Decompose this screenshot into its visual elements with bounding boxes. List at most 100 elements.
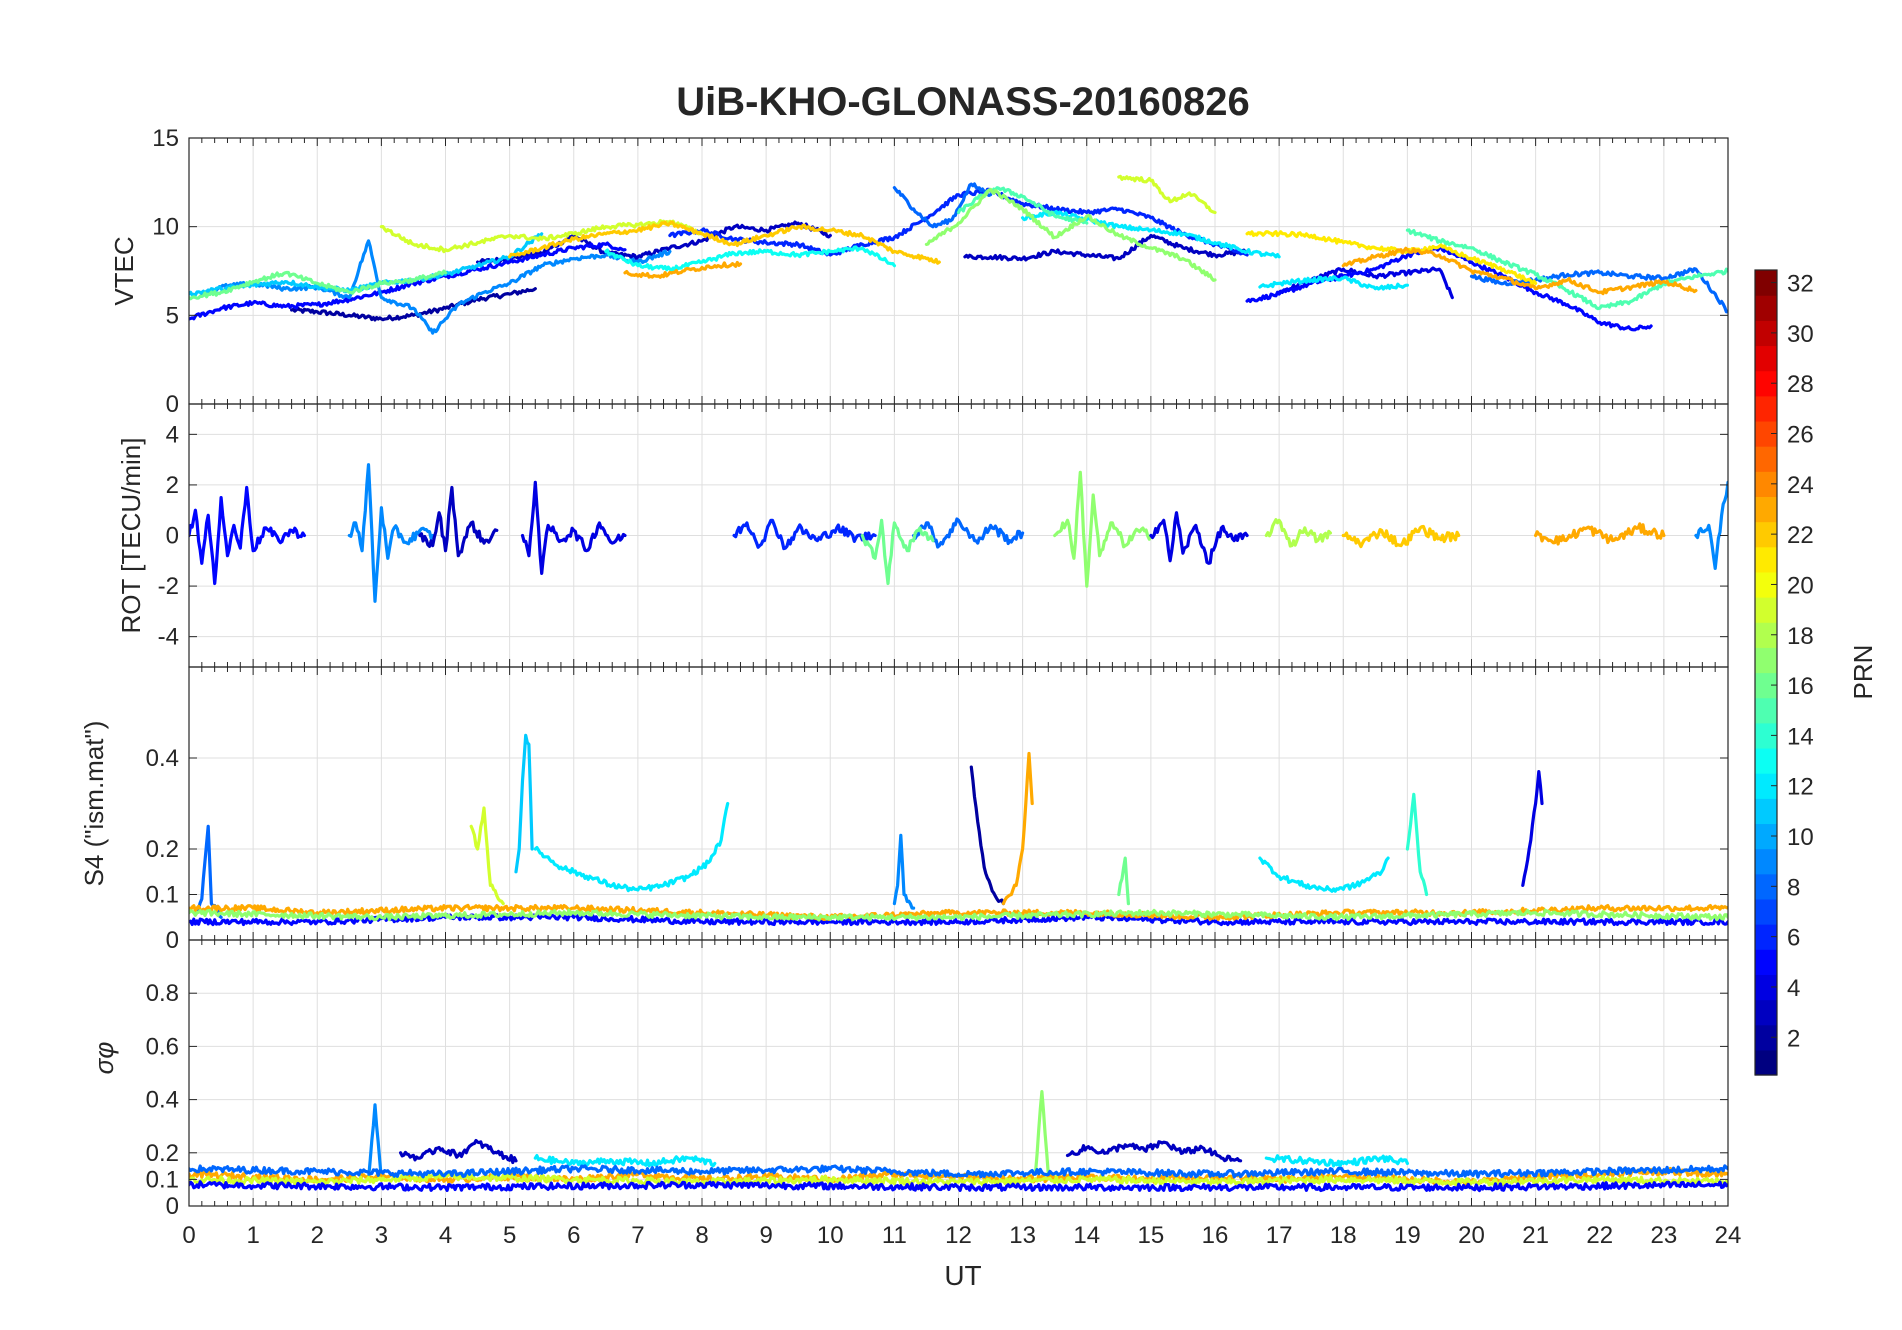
colorbar-segment [1755, 597, 1777, 623]
colorbar-segment [1755, 848, 1777, 875]
x-tick-label: 19 [1394, 1222, 1421, 1249]
x-axis-label: UT [944, 1260, 981, 1291]
series-line-prn-21 [1245, 230, 1538, 286]
y-axis-label: ROT [TECU/min] [116, 438, 146, 634]
series-line-prn-15 [956, 186, 1089, 225]
y-tick-label: 0.1 [146, 1166, 179, 1193]
colorbar-segment [1755, 924, 1777, 950]
series-line-prn-12 [533, 801, 730, 893]
colorbar-tick-label: 4 [1787, 975, 1800, 1002]
series-line-prn-3 [476, 220, 832, 266]
series-line-prn-17 [1053, 470, 1153, 588]
x-tick-label: 3 [375, 1222, 388, 1249]
y-tick-label: 0 [166, 1193, 179, 1220]
x-tick-label: 8 [695, 1222, 708, 1249]
panel-sigma_phi: 00.10.2 0.4 0.6 0.8 σφ [89, 939, 1729, 1220]
series-line-prn-22 [1341, 524, 1461, 549]
series-line-prn-9 [1694, 480, 1728, 570]
series-line-prn-3 [418, 485, 499, 558]
colorbar-segment [1755, 345, 1777, 372]
colorbar-segment [1755, 747, 1777, 774]
y-tick-label: 0 [166, 523, 179, 550]
colorbar-segment [1755, 471, 1777, 498]
series-line-prn-19 [1117, 174, 1217, 215]
series-line-prn-12 [1258, 856, 1390, 893]
colorbar-segment [1755, 873, 1777, 900]
colorbar-segment [1755, 496, 1777, 523]
series-line-prn-17 [189, 908, 1728, 922]
colorbar-tick-label: 20 [1787, 572, 1814, 599]
colorbar-segment [1755, 823, 1777, 850]
colorbar-tick-label: 24 [1787, 472, 1814, 499]
series-line-prn-19 [189, 1172, 1728, 1187]
panel-vtec: 0 5 10 15 VTEC [109, 125, 1729, 418]
colorbar-segment [1755, 898, 1777, 925]
colorbar-tick-label: 28 [1787, 371, 1814, 398]
series-line-prn-23 [623, 260, 743, 279]
series-line-prn-6 [668, 187, 1249, 257]
colorbar-tick-label: 12 [1787, 774, 1814, 801]
series-line-prn-16 [860, 518, 935, 586]
x-tick-label: 5 [503, 1222, 516, 1249]
y-tick-label: 4 [166, 421, 179, 448]
series-line-prn-8 [912, 517, 1025, 549]
x-tick-labels: 0 1 2 3 4 5 6 7 8 9 10 11 12 13 14 15 16 17 18 19 20 21 22 23 24 [182, 1222, 1741, 1249]
series-line-prn-18 [1264, 518, 1332, 548]
x-tick-label: 10 [817, 1222, 844, 1249]
colorbar-segment [1755, 722, 1777, 749]
colorbar-tick-label: 2 [1787, 1025, 1800, 1052]
series-line-prn-16 [1117, 856, 1130, 906]
series-line-prn-15 [1405, 228, 1728, 311]
colorbar-segment [1755, 1024, 1777, 1051]
series-line-prn-5 [189, 485, 306, 586]
colorbar-segment [1755, 773, 1777, 799]
colorbar-tick-label: 16 [1787, 673, 1814, 700]
y-tick-label: 0.4 [146, 1087, 179, 1114]
x-tick-label: 14 [1073, 1222, 1100, 1249]
series-line-prn-5 [189, 241, 627, 321]
y-tick-label: 0 [166, 927, 179, 954]
series-line-prn-11 [514, 733, 534, 874]
series-line-prn-4 [1521, 770, 1544, 887]
series-line-prn-19 [469, 806, 505, 906]
colorbar-segment [1755, 546, 1777, 573]
x-tick-label: 17 [1266, 1222, 1293, 1249]
y-tick-label: 15 [152, 125, 179, 152]
series-line-prn-9 [200, 239, 672, 335]
series-line-prn-8 [892, 182, 993, 229]
series-line-prn-3 [399, 1138, 518, 1165]
panel-s4: 0 0.1 0.2 0.4 S4 ("ism.mat") [79, 666, 1729, 954]
series-line-prn-9 [347, 463, 435, 603]
colorbar-segment [1755, 420, 1777, 447]
series-line-prn-22 [508, 220, 941, 265]
series-line-prn-2 [290, 287, 537, 322]
colorbar-segment [1755, 672, 1777, 699]
colorbar-segment [1755, 647, 1777, 674]
colorbar-tick-label: 14 [1787, 723, 1814, 750]
colorbar-segment [1755, 798, 1777, 825]
colorbar-tick-label: 30 [1787, 321, 1814, 348]
x-tick-label: 18 [1330, 1222, 1357, 1249]
colorbar-segment [1755, 571, 1777, 598]
colorbar-segment [1755, 320, 1777, 347]
series-line-prn-23 [1341, 246, 1698, 296]
x-tick-label: 16 [1202, 1222, 1229, 1249]
y-axis-label: VTEC [109, 236, 139, 305]
series-line-prn-9 [892, 833, 916, 910]
y-axis-label: S4 ("ism.mat") [79, 721, 109, 887]
y-tick-label: 2 [166, 472, 179, 499]
colorbar-tick-label: 32 [1787, 271, 1814, 298]
x-tick-label: 4 [439, 1222, 452, 1249]
colorbar-segment [1755, 370, 1777, 397]
x-tick-label: 21 [1522, 1222, 1549, 1249]
series-line-prn-12 [1258, 275, 1409, 291]
series-line-prn-6 [732, 518, 877, 551]
colorbar-tick-label: 18 [1787, 623, 1814, 650]
x-tick-label: 6 [567, 1222, 580, 1249]
x-tick-label: 20 [1458, 1222, 1485, 1249]
x-tick-label: 13 [1009, 1222, 1036, 1249]
y-tick-label: -4 [158, 624, 179, 651]
y-tick-label: 0 [166, 391, 179, 418]
x-tick-label: 22 [1586, 1222, 1613, 1249]
series-line-prn-12 [1021, 209, 1281, 259]
